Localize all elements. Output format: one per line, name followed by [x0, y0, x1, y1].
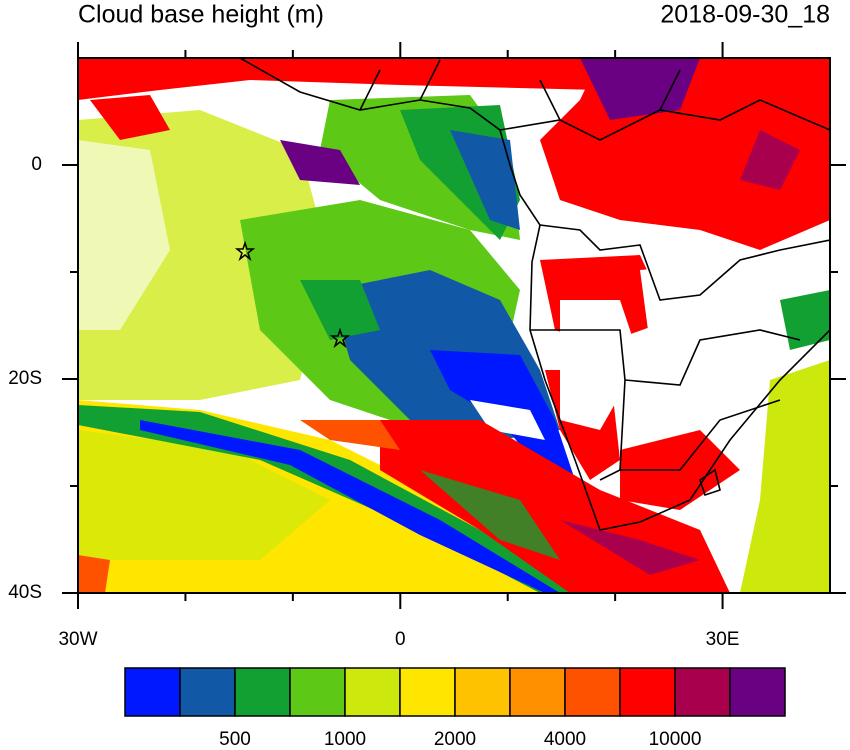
title: Cloud base height (m)	[78, 1, 324, 29]
x-tick-label: 0	[395, 629, 406, 650]
coastlines	[239, 58, 830, 531]
cloud-field	[78, 58, 830, 593]
colorbar-box	[454, 667, 511, 717]
colorbar-label: 500	[219, 729, 251, 750]
y-tick-label: 40S	[8, 582, 42, 603]
plot-frame	[77, 57, 831, 594]
colorbar-label: 4000	[544, 729, 586, 750]
colorbar-box	[179, 667, 236, 717]
colorbar-box	[234, 667, 291, 717]
colorbar-box	[674, 667, 731, 717]
colorbar-label: 1000	[324, 729, 366, 750]
station-markers	[234, 240, 351, 349]
y-tick-label: 20S	[8, 368, 42, 389]
colorbar-box	[564, 667, 621, 717]
colorbar-box	[124, 667, 181, 717]
timestamp: 2018-09-30_18	[660, 1, 830, 29]
colorbar-box	[399, 667, 456, 717]
x-tick-label: 30W	[58, 629, 97, 650]
colorbar-box	[289, 667, 346, 717]
colorbar-label: 10000	[649, 729, 702, 750]
colorbar-box	[729, 667, 786, 717]
y-tick-label: 0	[31, 154, 42, 175]
colorbar-label: 2000	[434, 729, 476, 750]
colorbar-box	[509, 667, 566, 717]
colorbar-box	[344, 667, 401, 717]
colorbar-box	[619, 667, 676, 717]
x-tick-label: 30E	[706, 629, 740, 650]
